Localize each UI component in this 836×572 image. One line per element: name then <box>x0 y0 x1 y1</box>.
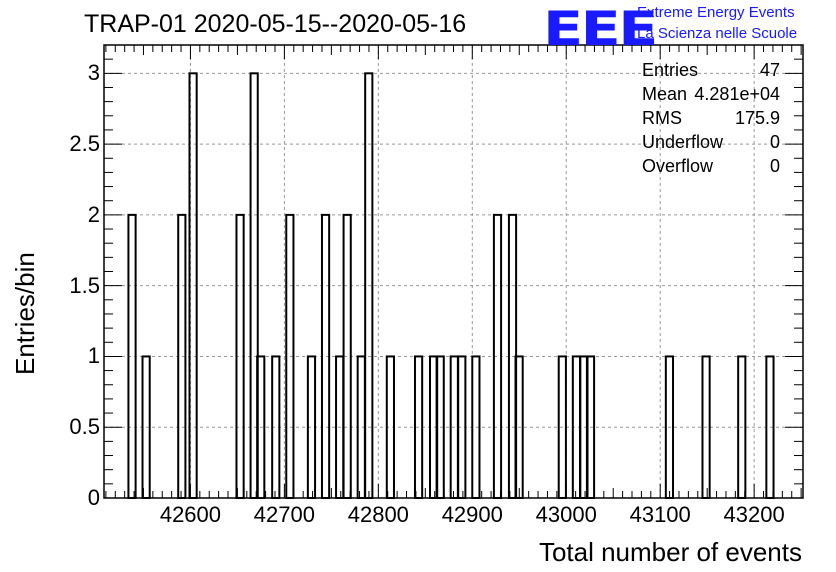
y-tick-label: 0 <box>87 485 100 510</box>
y-tick-label: 1 <box>87 343 100 369</box>
chart-title: TRAP-01 2020-05-15--2020-05-16 <box>84 10 467 38</box>
stat-rms: RMS 175.9 <box>642 108 780 128</box>
eee-logo: EEE <box>543 2 658 57</box>
x-tick-label: 42700 <box>253 502 315 527</box>
y-tick-label: 1.5 <box>69 272 100 298</box>
y-tick-label: 3 <box>87 60 100 86</box>
x-tick-label: 43000 <box>535 502 597 527</box>
x-tick-label: 43100 <box>629 502 691 527</box>
grid-lines <box>104 45 803 498</box>
stat-overflow: Overflow 0 <box>642 156 780 176</box>
stat-underflow: Underflow 0 <box>642 132 780 152</box>
x-tick-label: 42600 <box>159 502 222 527</box>
y-tick-label: 0.5 <box>69 414 100 440</box>
x-tick-label: 42900 <box>441 502 503 527</box>
logo-line-1: Extreme Energy Events <box>637 4 795 21</box>
y-tick-label: 2 <box>87 201 100 227</box>
stat-mean: Mean 4.281e+04 <box>642 84 780 104</box>
x-tick-label: 43200 <box>723 502 785 527</box>
axis-ticks <box>104 45 803 499</box>
logo-line-2: La Scienza nelle Scuole <box>637 25 798 42</box>
y-tick-label: 2.5 <box>69 131 100 157</box>
x-axis-label: Total number of events <box>538 537 802 567</box>
y-axis-label: Entries/bin <box>10 252 40 375</box>
stat-entries: Entries 47 <box>642 60 780 80</box>
stats-box: Entries 47 Mean 4.281e+04 RMS 175.9 Underfl… <box>640 58 780 178</box>
x-tick-label: 42800 <box>347 502 409 527</box>
